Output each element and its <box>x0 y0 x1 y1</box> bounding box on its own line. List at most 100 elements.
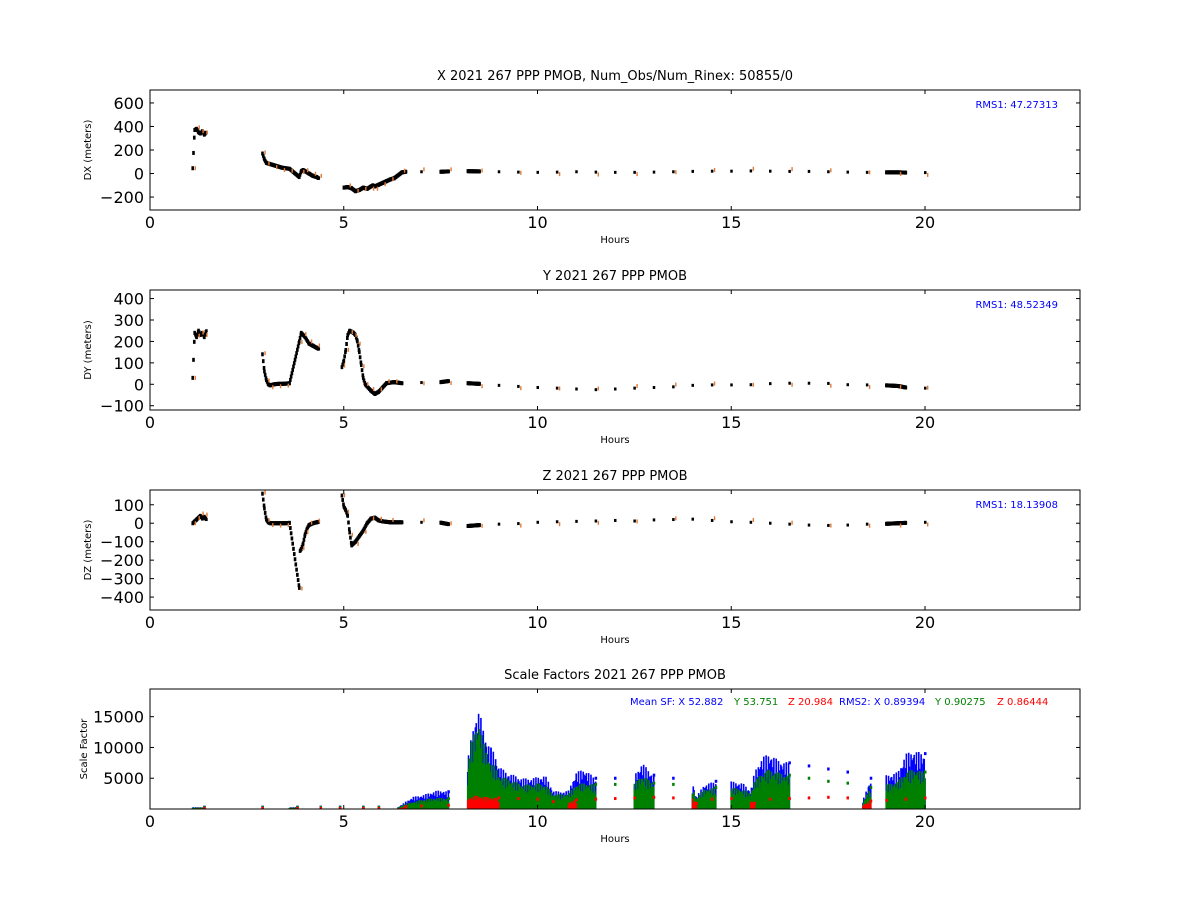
outlier-point <box>276 165 278 170</box>
series-1 <box>191 491 927 590</box>
outlier-point <box>301 586 303 591</box>
data-point <box>594 388 598 392</box>
data-point <box>297 175 301 180</box>
data-point <box>300 544 304 549</box>
outlier-point <box>752 382 755 387</box>
data-point <box>869 803 872 809</box>
data-point <box>788 773 791 777</box>
data-point <box>263 369 266 374</box>
data-point <box>672 170 675 174</box>
data-point <box>633 386 636 390</box>
data-point <box>447 790 450 794</box>
data-point <box>652 386 656 389</box>
outlier-point <box>752 517 755 522</box>
axes-frame <box>149 89 1081 211</box>
data-point <box>788 381 791 385</box>
data-point <box>447 803 450 807</box>
data-point <box>807 796 811 800</box>
data-point <box>292 361 296 366</box>
outlier-point <box>363 364 365 369</box>
data-point <box>807 776 811 780</box>
data-point <box>827 767 830 771</box>
data-point <box>575 387 578 391</box>
outlier-point <box>347 347 350 352</box>
data-point <box>924 386 927 390</box>
data-point <box>478 382 481 386</box>
data-point <box>345 342 348 346</box>
data-point <box>348 530 351 535</box>
data-point <box>497 522 501 526</box>
outlier-point <box>264 150 266 155</box>
data-point <box>261 151 264 156</box>
outlier-point <box>349 183 352 188</box>
subplot-title: Z 2021 267 PPP PMOB <box>542 469 687 484</box>
outlier-point <box>268 518 270 523</box>
data-point <box>517 170 520 174</box>
data-point <box>827 381 830 385</box>
data-point <box>261 352 264 357</box>
outlier-point <box>310 520 313 525</box>
data-point <box>769 797 772 801</box>
data-point <box>614 776 617 780</box>
outlier-point <box>423 381 425 386</box>
data-point <box>341 362 344 367</box>
outlier-point <box>198 516 200 521</box>
outlier-point <box>481 384 483 389</box>
data-point <box>753 801 756 805</box>
data-point <box>290 371 294 376</box>
rms-annotation: RMS1: 47.27313 <box>975 100 1058 111</box>
outlier-point <box>597 386 600 391</box>
outlier-point <box>396 379 398 384</box>
outlier-point <box>357 188 359 193</box>
subplot-title: Scale Factors 2021 267 PPP PMOB <box>504 668 726 683</box>
y-axis-label: DX (meters) <box>83 119 94 180</box>
data-point <box>769 169 772 173</box>
x-tick-label: 15 <box>721 812 741 831</box>
data-point <box>261 153 265 158</box>
y-tick-label: −200 <box>100 551 144 570</box>
data-point <box>633 796 636 800</box>
outlier-point <box>675 382 677 387</box>
data-point <box>192 339 196 344</box>
x-tick-label: 20 <box>915 213 935 232</box>
data-point <box>192 357 195 362</box>
outlier-point <box>791 382 793 387</box>
y-tick-label: 400 <box>113 117 144 136</box>
x-tick-label: 15 <box>721 213 741 232</box>
x-tick-label: 20 <box>915 613 935 632</box>
data-point <box>691 383 694 387</box>
outlier-point <box>791 167 793 172</box>
outlier-point <box>597 172 600 177</box>
data-point <box>885 798 888 802</box>
outlier-point <box>272 523 274 528</box>
data-point <box>846 523 849 527</box>
data-point <box>400 520 404 524</box>
data-point <box>730 383 733 387</box>
data-point <box>710 383 714 387</box>
data-point <box>749 520 753 524</box>
y-tick-label: 300 <box>113 311 144 330</box>
series-2 <box>191 728 927 809</box>
series-1 <box>191 328 927 396</box>
data-point <box>552 800 555 804</box>
x-tick-label: 10 <box>527 213 547 232</box>
x-tick-label: 0 <box>145 613 155 632</box>
data-point <box>317 347 321 351</box>
x-tick-label: 5 <box>339 413 349 432</box>
data-point <box>869 785 873 789</box>
outlier-point <box>558 172 561 177</box>
data-point <box>497 802 500 809</box>
outlier-point <box>268 378 270 383</box>
data-point <box>555 386 559 390</box>
data-point <box>420 804 423 808</box>
data-point <box>827 523 830 527</box>
outlier-point <box>287 383 290 388</box>
data-point <box>827 779 830 783</box>
data-point <box>710 797 714 801</box>
outlier-point <box>713 516 716 521</box>
data-point <box>263 510 267 515</box>
data-point <box>289 526 292 531</box>
outlier-point <box>868 523 871 528</box>
outlier-point <box>597 520 600 525</box>
data-point <box>298 336 302 340</box>
